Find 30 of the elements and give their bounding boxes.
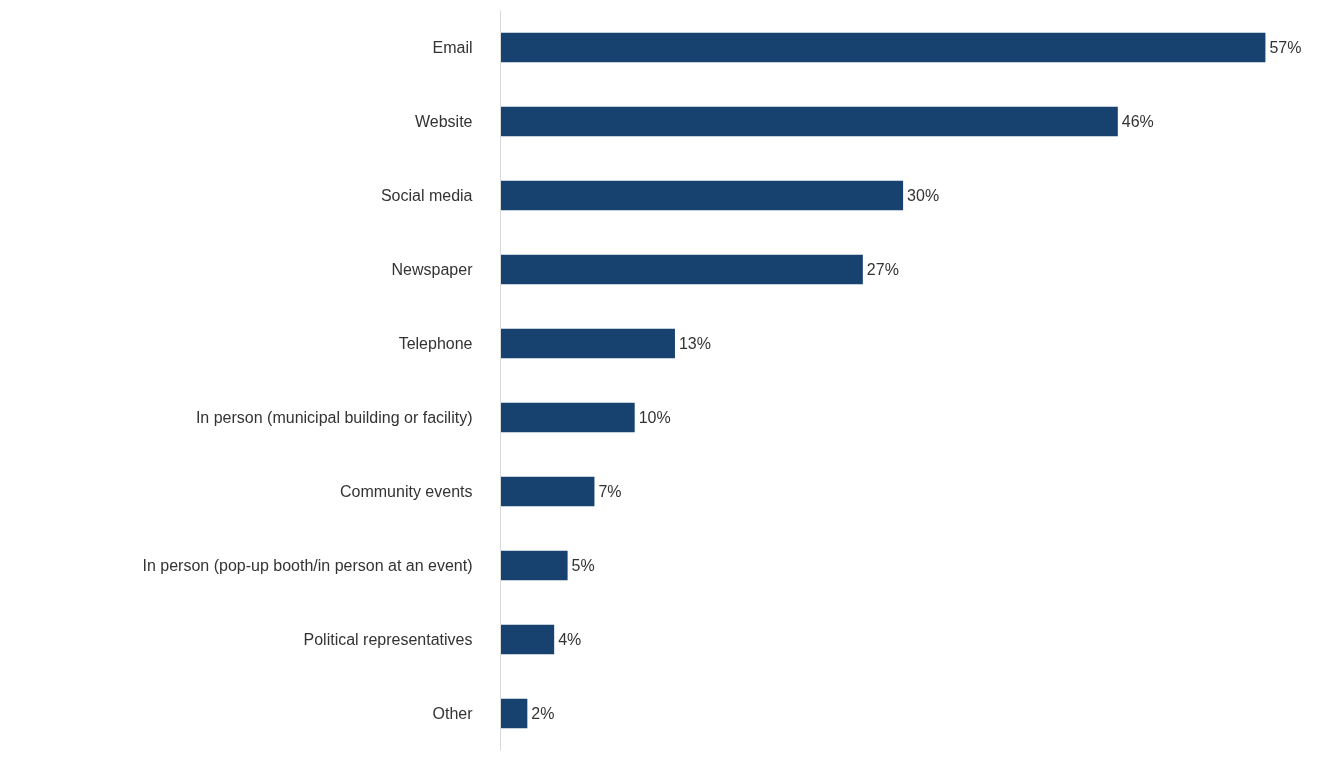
y-tick-label: Email: [432, 39, 473, 56]
bar: [500, 698, 528, 729]
y-tick-label: In person (pop-up booth/in person at an event): [142, 557, 473, 574]
bar: [500, 550, 568, 581]
data-label: 57%: [1269, 39, 1302, 56]
data-label: 30%: [907, 187, 940, 204]
bar: [500, 180, 904, 211]
data-label: 13%: [678, 335, 711, 352]
y-tick-label: Newspaper: [391, 261, 474, 278]
data-label: 2%: [531, 705, 555, 722]
y-tick-label: Political representatives: [303, 631, 473, 648]
bar: [500, 402, 635, 433]
y-tick-label: In person (municipal building or facility): [195, 409, 473, 426]
bar: [500, 254, 863, 285]
y-tick-label: Community events: [340, 483, 473, 500]
bar: [500, 106, 1118, 137]
bar: [500, 32, 1266, 63]
bar: [500, 328, 675, 359]
bar: [500, 624, 555, 655]
data-label: 4%: [558, 631, 582, 648]
data-label: 5%: [571, 557, 595, 574]
bar: [500, 476, 595, 507]
y-tick-label: Other: [432, 705, 474, 722]
data-label: 10%: [638, 409, 671, 426]
data-label: 46%: [1121, 113, 1154, 130]
data-label: 7%: [598, 483, 622, 500]
y-tick-label: Social media: [380, 187, 473, 204]
y-tick-label: Website: [414, 113, 473, 130]
data-label: 27%: [866, 261, 899, 278]
y-tick-label: Telephone: [398, 335, 473, 352]
